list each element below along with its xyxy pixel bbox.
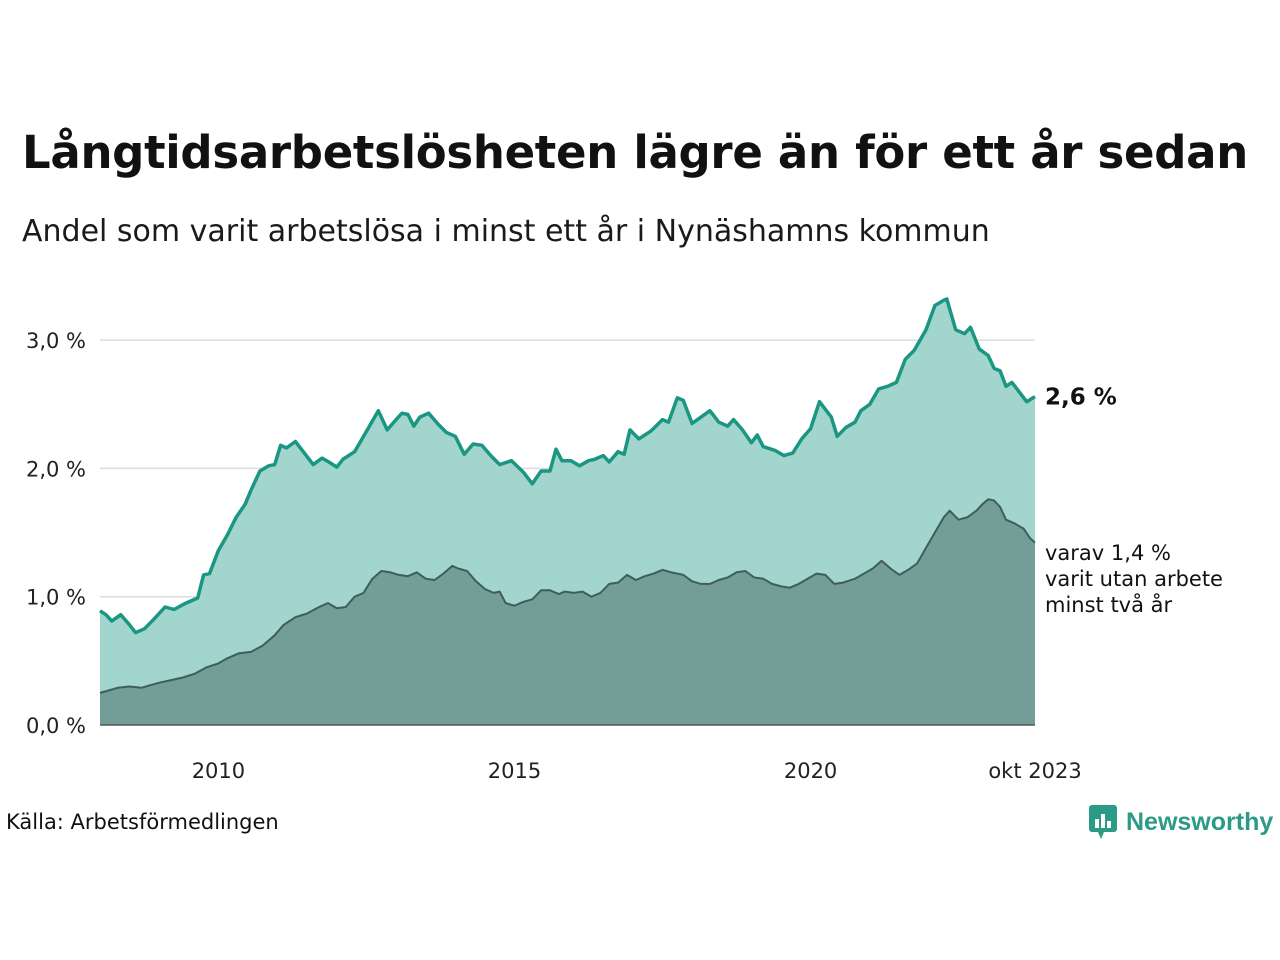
upper-series-end-label: 2,6 %	[1045, 385, 1117, 411]
upper-series-line	[99, 297, 1036, 635]
brand-name: Newsworthy	[1126, 807, 1274, 836]
y-tick-label: 1,0 %	[26, 586, 86, 610]
y-axis-ticks: 0,0 % 1,0 % 2,0 % 3,0 %	[26, 329, 86, 738]
lower-series-area	[100, 499, 1035, 725]
chart-subtitle: Andel som varit arbetslösa i minst ett å…	[22, 214, 990, 249]
lower-series-line	[99, 498, 1036, 694]
series-end-labels: 2,6 % varav 1,4 % varit utan arbete minst t…	[1045, 385, 1223, 617]
chart-title: Långtidsarbetslösheten lägre än för ett …	[22, 126, 1248, 179]
source-note: Källa: Arbetsförmedlingen	[6, 810, 279, 834]
brand-logo[interactable]: Newsworthy	[1088, 804, 1273, 840]
x-tick-label: okt 2023	[988, 759, 1081, 783]
y-tick-label: 3,0 %	[26, 329, 86, 353]
y-tick-label: 0,0 %	[26, 714, 86, 738]
lower-series-end-label: varav 1,4 % varit utan arbete minst två år	[1045, 541, 1223, 617]
newsworthy-logo-icon	[1089, 805, 1117, 839]
x-tick-label: 2015	[488, 759, 541, 783]
x-axis-ticks: 2010 2015 2020 okt 2023	[192, 759, 1082, 783]
y-tick-label: 2,0 %	[26, 457, 86, 481]
x-tick-label: 2020	[784, 759, 837, 783]
x-tick-label: 2010	[192, 759, 245, 783]
